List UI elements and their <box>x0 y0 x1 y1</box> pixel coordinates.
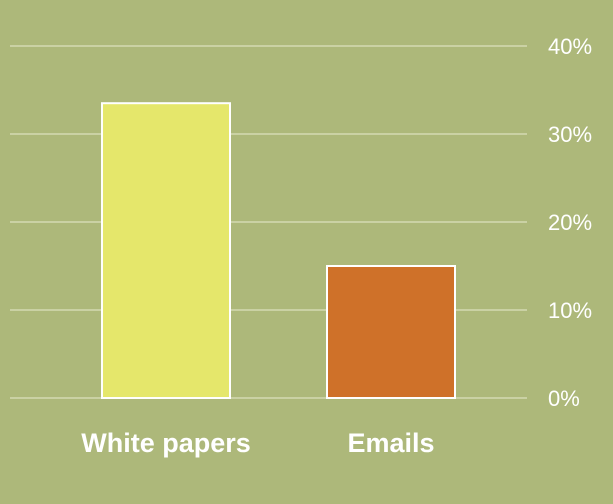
bar-white-papers <box>101 102 231 399</box>
y-tick-label: 40% <box>548 34 592 59</box>
x-axis-categories: White papers Emails <box>81 428 434 458</box>
y-axis-ticks: 0% 10% 20% 30% 40% <box>548 34 592 411</box>
bar-emails <box>326 265 456 399</box>
y-tick-label: 10% <box>548 298 592 323</box>
y-tick-label: 30% <box>548 122 592 147</box>
y-tick-label: 0% <box>548 386 580 411</box>
y-tick-label: 20% <box>548 210 592 235</box>
bars <box>101 102 456 399</box>
x-category-label: White papers <box>81 428 251 458</box>
x-category-label: Emails <box>347 428 434 458</box>
